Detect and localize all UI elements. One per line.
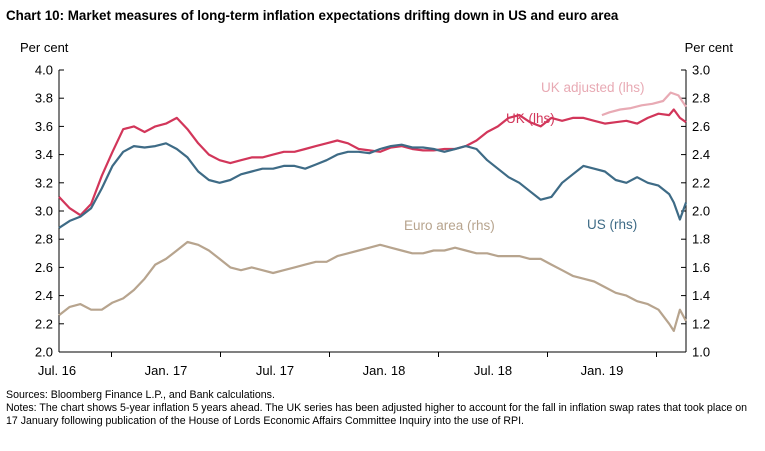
left-y-tick-label: 4.0 <box>35 63 53 78</box>
right-y-tick-label: 2.0 <box>692 204 710 219</box>
right-y-tick-label: 1.6 <box>692 260 710 275</box>
left-y-tick-label: 2.0 <box>35 345 53 360</box>
right-y-tick-label: 3.0 <box>692 63 710 78</box>
left-y-tick-label: 2.2 <box>35 316 53 331</box>
left-y-tick-label: 3.8 <box>35 91 53 106</box>
left-y-tick-label: 3.6 <box>35 119 53 134</box>
left-axis-unit: Per cent <box>20 40 69 55</box>
right-y-tick-label: 1.2 <box>692 316 710 331</box>
notes-text: Notes: The chart shows 5-year inflation … <box>6 402 748 427</box>
x-tick-label: Jul. 16 <box>38 363 76 378</box>
series-line-uk <box>58 108 687 217</box>
left-y-tick-label: 2.8 <box>35 232 53 247</box>
annotation-euro-area: Euro area (rhs) <box>404 218 495 233</box>
right-y-tick-label: 1.0 <box>692 345 710 360</box>
x-tick-label: Jan. 19 <box>581 363 624 378</box>
annotation-us: US (rhs) <box>587 217 637 232</box>
left-y-tick-label: 2.4 <box>35 288 53 303</box>
right-y-tick-label: 1.8 <box>692 232 710 247</box>
x-tick-label: Jan. 18 <box>363 363 406 378</box>
series-line-euro <box>58 240 687 332</box>
right-y-tick-label: 1.4 <box>692 288 710 303</box>
annotation-uk: UK (lhs) <box>506 111 555 126</box>
right-y-tick-label: 2.6 <box>692 119 710 134</box>
series-line-uk-adjusted <box>601 91 687 117</box>
right-y-tick-label: 2.4 <box>692 147 710 162</box>
right-y-tick-label: 2.8 <box>692 91 710 106</box>
chart-notes: Sources: Bloomberg Finance L.P., and Ban… <box>6 389 758 428</box>
x-tick-label: Jan. 17 <box>145 363 188 378</box>
x-tick-label: Jul. 18 <box>474 363 512 378</box>
sources-text: Sources: Bloomberg Finance L.P., and Ban… <box>6 389 275 401</box>
x-tick-label: Jul. 17 <box>256 363 294 378</box>
right-axis-unit: Per cent <box>684 40 733 55</box>
annotation-uk-adjusted: UK adjusted (lhs) <box>541 80 645 95</box>
left-y-tick-label: 2.6 <box>35 260 53 275</box>
chart-title: Chart 10: Market measures of long-term i… <box>6 8 619 23</box>
series-line-us <box>58 142 688 229</box>
right-y-tick-label: 2.2 <box>692 175 710 190</box>
left-y-tick-label: 3.4 <box>35 147 53 162</box>
left-y-tick-label: 3.0 <box>35 204 53 219</box>
left-y-tick-label: 3.2 <box>35 175 53 190</box>
